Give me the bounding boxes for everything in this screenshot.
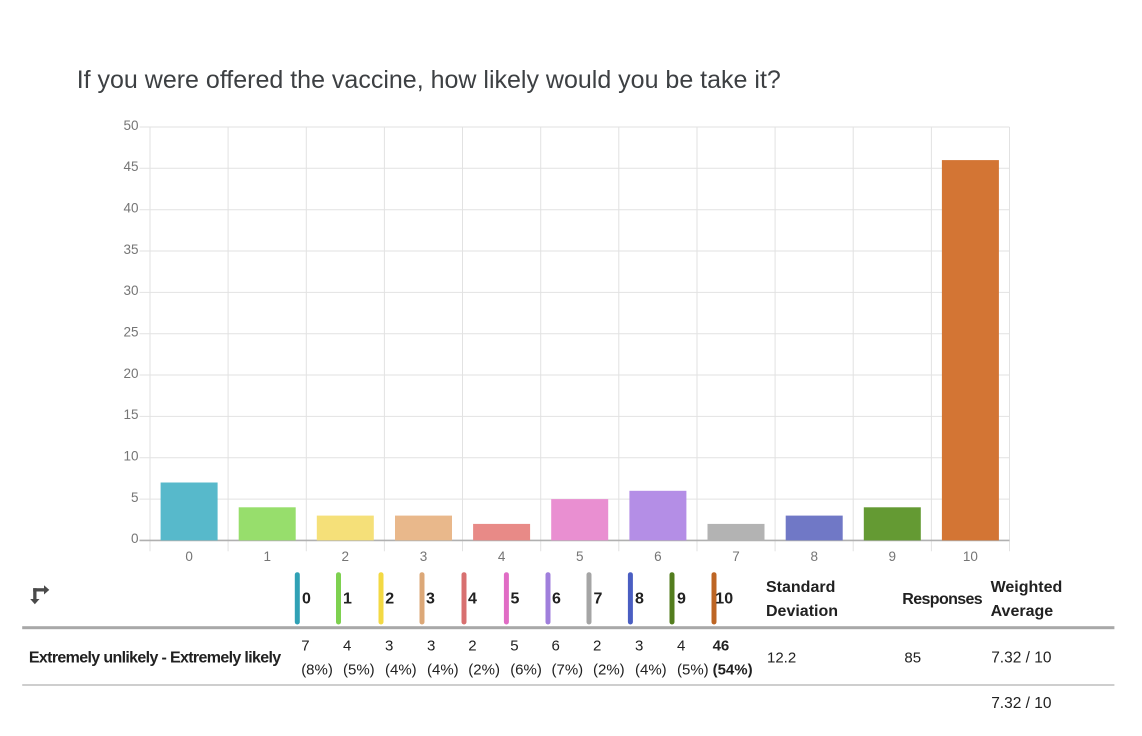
svg-text:1: 1	[263, 549, 271, 564]
svg-text:8: 8	[635, 591, 644, 608]
svg-text:40: 40	[123, 201, 138, 216]
svg-text:7.32 / 10: 7.32 / 10	[991, 650, 1052, 667]
svg-text:0: 0	[302, 591, 311, 608]
svg-text:1: 1	[343, 591, 352, 608]
svg-text:Extremely unlikely - Extremely: Extremely unlikely - Extremely likely	[29, 649, 281, 666]
svg-text:4: 4	[468, 591, 477, 608]
svg-text:3: 3	[420, 549, 428, 564]
svg-text:3: 3	[635, 638, 643, 655]
svg-text:(4%): (4%)	[385, 662, 417, 679]
svg-text:5: 5	[576, 549, 584, 564]
svg-text:2: 2	[385, 591, 394, 608]
svg-text:25: 25	[123, 325, 138, 340]
svg-text:5: 5	[131, 490, 139, 505]
svg-text:(5%): (5%)	[677, 662, 709, 679]
svg-text:30: 30	[123, 283, 138, 298]
svg-text:(2%): (2%)	[593, 662, 625, 679]
svg-text:Average: Average	[991, 603, 1054, 620]
svg-text:Responses: Responses	[902, 591, 983, 608]
svg-text:10: 10	[963, 549, 978, 564]
svg-text:46: 46	[713, 638, 730, 655]
svg-text:50: 50	[123, 118, 138, 133]
svg-text:10: 10	[715, 591, 733, 608]
svg-text:3: 3	[385, 638, 393, 655]
svg-text:15: 15	[123, 407, 138, 422]
svg-text:Deviation: Deviation	[766, 603, 838, 620]
svg-text:9: 9	[889, 549, 897, 564]
svg-text:5: 5	[511, 591, 520, 608]
svg-text:2: 2	[342, 549, 350, 564]
svg-text:7.32 / 10: 7.32 / 10	[991, 695, 1052, 712]
svg-text:7: 7	[594, 591, 603, 608]
svg-text:3: 3	[426, 591, 435, 608]
svg-text:5: 5	[510, 638, 518, 655]
svg-text:7: 7	[301, 638, 309, 655]
svg-text:20: 20	[123, 366, 138, 381]
svg-text:(6%): (6%)	[510, 662, 542, 679]
svg-text:(7%): (7%)	[552, 662, 584, 679]
svg-text:6: 6	[552, 591, 561, 608]
svg-text:4: 4	[343, 638, 351, 655]
svg-text:If you were offered the vaccin: If you were offered the vaccine, how lik…	[77, 66, 781, 94]
svg-text:35: 35	[123, 242, 138, 257]
svg-text:12.2: 12.2	[767, 650, 796, 667]
svg-text:2: 2	[468, 638, 476, 655]
svg-text:9: 9	[677, 591, 686, 608]
svg-text:0: 0	[185, 549, 193, 564]
svg-text:3: 3	[427, 638, 435, 655]
svg-text:2: 2	[593, 638, 601, 655]
svg-text:7: 7	[732, 549, 740, 564]
svg-text:Weighted: Weighted	[991, 579, 1063, 596]
svg-text:10: 10	[123, 449, 138, 464]
svg-text:(2%): (2%)	[468, 662, 500, 679]
svg-text:0: 0	[131, 531, 139, 546]
svg-text:6: 6	[654, 549, 662, 564]
svg-text:(5%): (5%)	[343, 662, 375, 679]
svg-text:4: 4	[677, 638, 685, 655]
svg-text:(8%): (8%)	[301, 662, 333, 679]
svg-text:6: 6	[552, 638, 560, 655]
svg-text:(54%): (54%)	[713, 662, 753, 679]
svg-text:Standard: Standard	[766, 579, 835, 596]
svg-text:45: 45	[123, 159, 138, 174]
svg-text:8: 8	[810, 549, 818, 564]
svg-text:(4%): (4%)	[427, 662, 459, 679]
svg-text:85: 85	[904, 650, 921, 667]
svg-text:(4%): (4%)	[635, 662, 667, 679]
svg-text:4: 4	[498, 549, 506, 564]
